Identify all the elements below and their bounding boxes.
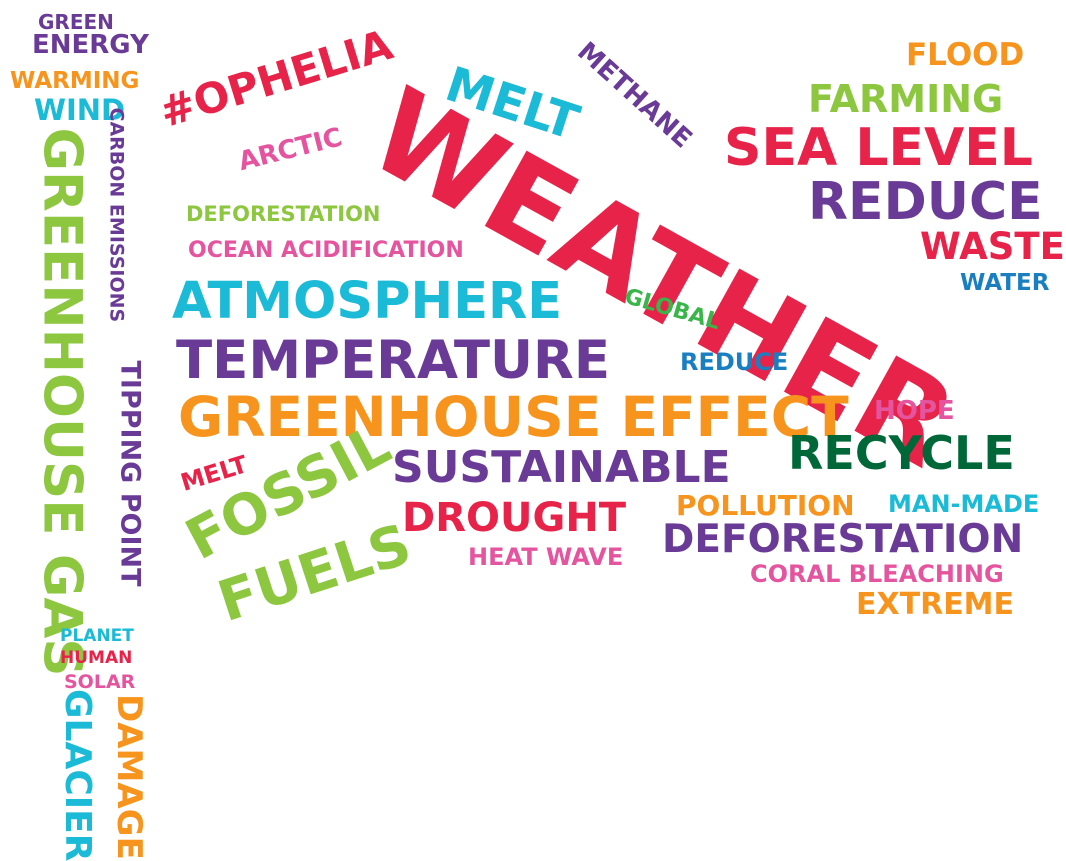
word-deforestation-big: DEFORESTATION [662,517,1024,562]
word-drought: DROUGHT [402,495,627,541]
word-water: WATER [960,270,1050,296]
word-glacier: GLACIER [57,689,98,861]
word-heat-wave: HEAT WAVE [468,543,624,571]
word-energy: ENERGY [32,30,149,60]
word-solar: SOLAR [64,671,136,693]
word-sea-level: SEA LEVEL [724,118,1033,178]
word-damage: DAMAGE [109,694,149,860]
word-warming: WARMING [10,68,140,94]
word-green: GREEN [38,10,114,34]
word-coral-bleaching: CORAL BLEACHING [750,560,1004,588]
word-reduce-small: REDUCE [680,348,789,376]
word-reduce-big: REDUCE [808,172,1043,232]
word-greenhouse-gas: GREENHOUSE GAS [31,127,93,677]
word-deforestation-small: DEFORESTATION [186,202,381,226]
word-man-made: MAN-MADE [888,490,1040,518]
word-ophelia: #OPHELIA [153,19,399,138]
word-methane: METHANE [571,36,698,155]
word-carbon-emissions: CARBON EMISSIONS [105,107,128,323]
word-planet: PLANET [60,626,134,646]
word-waste: WASTE [920,225,1065,268]
word-extreme: EXTREME [856,587,1015,622]
word-sustainable: SUSTAINABLE [392,442,731,493]
word-greenhouse-effect: GREENHOUSE EFFECT [178,385,849,449]
word-hope: HOPE [874,396,955,426]
word-recycle: RECYCLE [788,426,1015,480]
word-tipping-point: TIPPING POINT [114,360,146,587]
word-pollution: POLLUTION [676,489,855,522]
word-farming: FARMING [808,77,1004,121]
word-flood: FLOOD [906,37,1025,73]
word-wind: WIND [34,93,126,127]
word-atmosphere: ATMOSPHERE [172,272,563,331]
word-arctic: ARCTIC [235,122,346,178]
word-ocean-acidification: OCEAN ACIDIFICATION [188,238,464,263]
word-temperature: TEMPERATURE [176,330,611,391]
word-human: HUMAN [60,648,133,668]
